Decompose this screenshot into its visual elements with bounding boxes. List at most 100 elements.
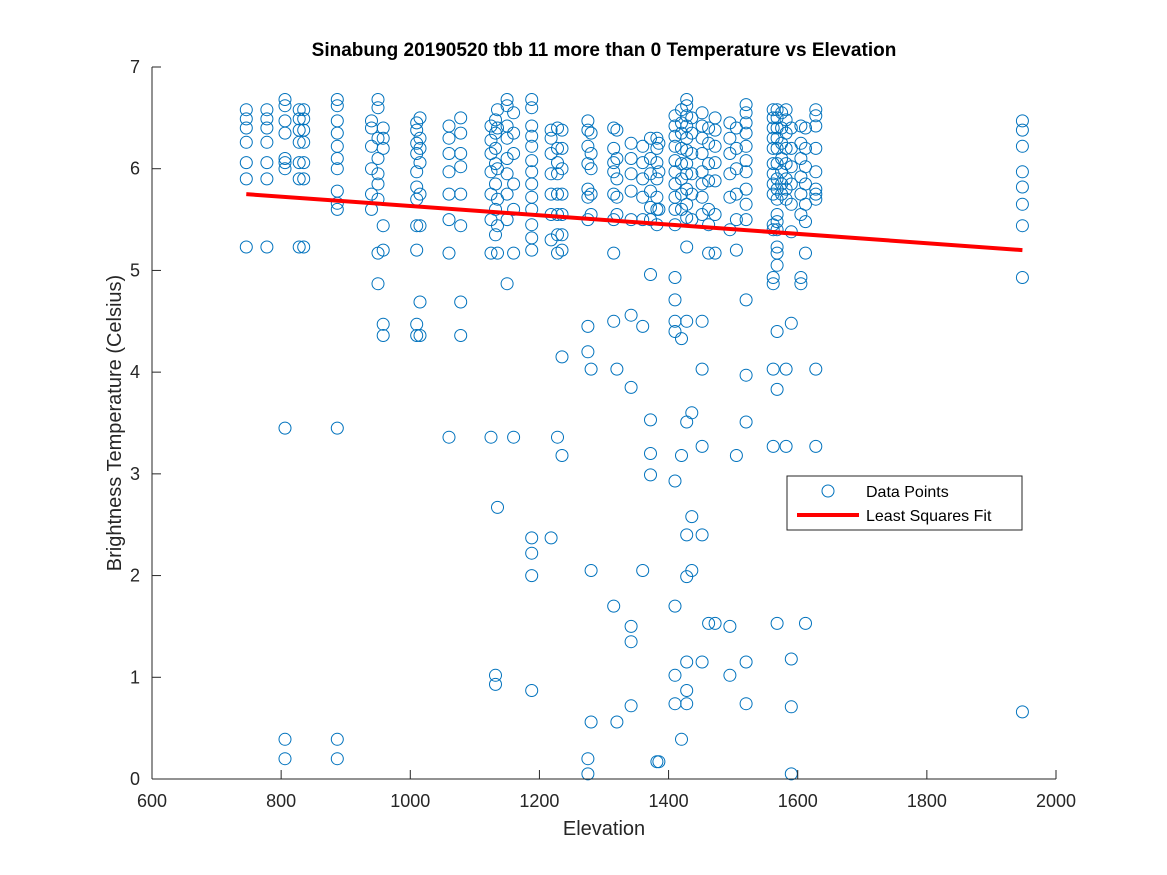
data-point [675, 449, 688, 462]
data-point [484, 430, 498, 444]
data-point [551, 141, 564, 155]
data-point [675, 157, 688, 171]
data-point [695, 655, 709, 669]
data-point [784, 197, 798, 211]
data-point [695, 131, 709, 145]
data-point [739, 116, 753, 130]
data-point [702, 616, 716, 630]
least-squares-fit-line [246, 192, 1023, 253]
data-point [644, 468, 657, 482]
x-axis-label: Elevation [563, 818, 645, 840]
data-point [491, 219, 504, 233]
data-point [723, 190, 737, 204]
data-point [581, 139, 595, 153]
data-point [507, 106, 521, 120]
data-point [644, 413, 657, 427]
data-point [685, 167, 699, 181]
data-point [607, 314, 621, 328]
data-point [525, 101, 539, 115]
data-point [610, 172, 624, 186]
data-point [507, 177, 521, 191]
data-point [695, 177, 709, 191]
fit-layer [246, 192, 1023, 253]
data-point [770, 192, 784, 206]
data-point [544, 531, 558, 545]
data-point [489, 668, 502, 682]
data-point [454, 329, 468, 342]
data-point [770, 325, 784, 338]
data-point [278, 421, 292, 435]
data-point [371, 167, 385, 181]
data-point [624, 635, 638, 649]
data-point [607, 246, 621, 260]
data-point [581, 345, 595, 359]
data-point [584, 126, 598, 140]
data-point [766, 103, 780, 117]
y-ticks: 0 1 2 3 4 5 6 7 [130, 57, 161, 789]
data-point [500, 131, 514, 145]
y-axis-label: Brightness Temperature (Celsius) [104, 275, 126, 571]
data-point [770, 240, 784, 254]
data-point [607, 121, 621, 135]
data-point [636, 139, 650, 153]
data-point [292, 172, 306, 186]
data-point [239, 156, 253, 170]
data-point [525, 177, 539, 191]
data-point [739, 368, 753, 382]
data-point [376, 243, 390, 257]
data-point [489, 228, 502, 242]
data-point [652, 202, 666, 216]
data-point [239, 112, 253, 126]
data-point [680, 157, 694, 171]
data-point [624, 619, 638, 633]
data-point [775, 177, 789, 191]
data-point [551, 228, 564, 242]
data-point [809, 192, 823, 206]
data-point [413, 329, 427, 342]
data-point [770, 103, 784, 117]
data-point [723, 131, 737, 145]
data-point [1015, 705, 1029, 719]
data-point [555, 187, 569, 201]
data-point [695, 314, 709, 328]
data-point [330, 126, 344, 140]
data-point [607, 156, 621, 170]
data-point [809, 109, 823, 123]
legend: Data Points Least Squares Fit [786, 475, 1023, 531]
data-point [739, 165, 753, 179]
data-point [652, 165, 666, 179]
plot-area [152, 67, 1056, 779]
data-point [652, 755, 666, 769]
data-point [278, 752, 292, 766]
data-point [371, 277, 385, 291]
data-point [624, 380, 638, 394]
data-point [410, 243, 424, 257]
x-tick-label: 1800 [907, 791, 947, 811]
data-point [799, 197, 812, 211]
data-point [702, 136, 716, 150]
data-point [702, 202, 716, 216]
data-point [278, 162, 292, 176]
x-tick-label: 1600 [778, 791, 818, 811]
data-point [489, 113, 502, 127]
data-point [507, 147, 521, 160]
data-point [413, 295, 427, 309]
data-point [799, 177, 812, 191]
data-point [739, 197, 753, 211]
data-point [680, 197, 694, 211]
data-point [636, 319, 650, 333]
data-point [544, 187, 558, 201]
data-point [525, 684, 539, 697]
data-point [525, 243, 539, 257]
data-point [278, 732, 292, 746]
data-point [584, 564, 598, 577]
data-point [525, 218, 539, 232]
data-point [685, 111, 699, 125]
data-point [770, 258, 784, 272]
data-point [695, 147, 709, 160]
data-point [636, 564, 650, 577]
chart-title: Sinabung 20190520 tbb 11 more than 0 Tem… [312, 40, 897, 61]
data-point [680, 99, 694, 113]
data-point [454, 111, 468, 125]
data-point [555, 162, 569, 176]
